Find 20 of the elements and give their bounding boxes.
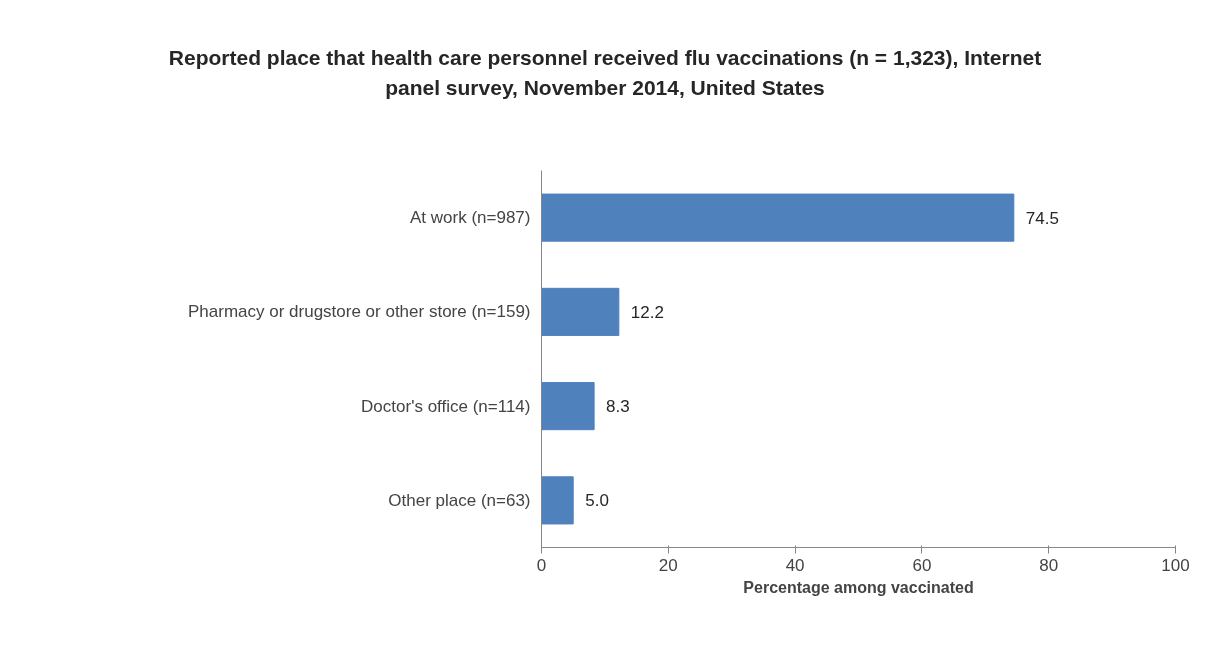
x-tick-label: 0 (536, 555, 547, 575)
x-tick-label: 100 (1161, 555, 1190, 575)
x-tick-label: 40 (785, 555, 805, 575)
data-label: 12.2 (630, 302, 664, 322)
bar (541, 382, 595, 431)
y-tick-label: Doctor's office (n=114) (361, 396, 531, 416)
y-tick-label: At work (n=987) (410, 208, 531, 228)
bar (541, 476, 574, 525)
x-tick-label: 20 (658, 555, 678, 575)
y-tick-label: Other place (n=63) (388, 490, 531, 510)
bar (541, 193, 1015, 242)
y-tick-label: Pharmacy or drugstore or other store (n=159) (187, 302, 531, 322)
x-tick-label: 80 (1039, 555, 1059, 575)
data-label: 74.5 (1025, 208, 1059, 228)
x-tick-label: 60 (912, 555, 932, 575)
x-axis-title: Percentage among vaccinated (743, 578, 974, 596)
chart-title: Reported place that health care personnel received flu vaccinations (n = 1,323), Internet panel survey, November 2014, United States (167, 45, 1043, 102)
data-label: 8.3 (606, 397, 630, 417)
bar (541, 287, 620, 336)
data-label: 5.0 (585, 491, 609, 511)
